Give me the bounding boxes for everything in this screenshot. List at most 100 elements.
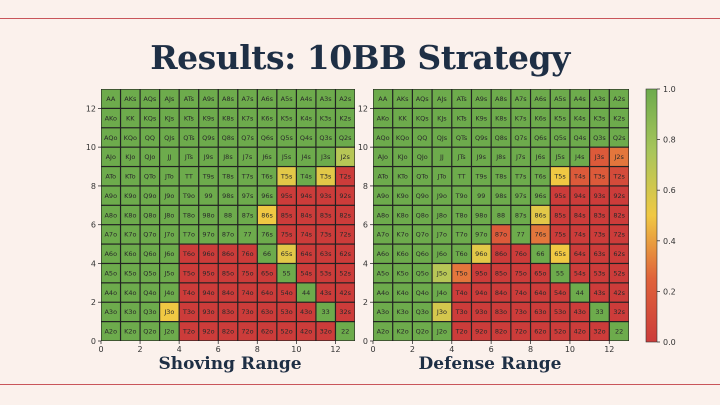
cell-label: KJo	[397, 153, 407, 161]
heatmap-cell	[550, 147, 570, 166]
heatmap-cell	[609, 322, 629, 341]
heatmap-cell	[336, 302, 355, 322]
cell-label: 76o	[241, 250, 253, 258]
heatmap-cell	[179, 225, 199, 244]
heatmap-cell	[199, 283, 218, 302]
heatmap-cell	[238, 147, 257, 166]
heatmap-cell	[432, 264, 452, 283]
cell-label: 42s	[613, 289, 625, 297]
heatmap-cell	[296, 186, 316, 205]
cell-label: Q4o	[143, 289, 156, 297]
cell-label: 64o	[261, 289, 273, 297]
heatmap-cell	[199, 108, 218, 128]
colorbar-tick-label: 0.6	[663, 186, 676, 195]
cell-label: KTs	[457, 114, 468, 122]
heatmap-cell	[373, 302, 393, 322]
cell-label: 99	[204, 192, 212, 200]
cell-label: Q6o	[416, 250, 429, 258]
cell-label: 85o	[495, 269, 507, 277]
cell-label: K5o	[396, 269, 408, 277]
cell-label: KJs	[165, 114, 175, 122]
heatmap-cell	[472, 89, 491, 108]
cell-label: T7o	[182, 231, 195, 239]
heatmap-cell	[412, 167, 432, 186]
cell-label: TT	[184, 173, 193, 181]
heatmap-cell	[452, 108, 471, 128]
x-tick-label: 8	[528, 345, 533, 354]
cell-label: Q6s	[261, 134, 274, 142]
cell-label: Q2o	[416, 328, 429, 336]
cell-label: 82o	[495, 328, 507, 336]
cell-label: 85s	[281, 211, 293, 219]
cell-label: J3o	[436, 308, 447, 316]
cell-label: A8o	[104, 211, 117, 219]
cell-label: 42o	[300, 328, 312, 336]
cell-label: 63o	[261, 308, 273, 316]
cell-label: 85s	[554, 211, 566, 219]
heatmap-cell	[218, 322, 238, 341]
cell-label: 63s	[320, 250, 332, 258]
cell-label: 97s	[515, 192, 527, 200]
heatmap-cell	[373, 205, 393, 225]
heatmap-cell	[511, 205, 530, 225]
cell-label: A8s	[222, 95, 235, 103]
cell-label: JTs	[184, 153, 194, 161]
cell-label: Q6o	[143, 250, 156, 258]
heatmap-cell	[179, 302, 199, 322]
heatmap-cell	[570, 244, 590, 263]
cell-label: 94s	[574, 192, 586, 200]
cell-label: K8s	[222, 114, 234, 122]
heatmap-cell	[316, 89, 335, 108]
cell-label: K7o	[396, 231, 408, 239]
cell-label: AKo	[377, 114, 389, 122]
cell-label: J6s	[261, 153, 272, 161]
cell-label: K5s	[554, 114, 566, 122]
cell-label: 62s	[339, 250, 351, 258]
heatmap-cell	[472, 167, 491, 186]
cell-label: K2s	[613, 114, 625, 122]
cell-label: AJs	[437, 95, 447, 103]
cell-label: A4s	[574, 95, 587, 103]
heatmap-cell	[199, 128, 218, 147]
cell-label: Q5s	[554, 134, 567, 142]
heatmap-cell	[550, 322, 570, 341]
cell-label: 98o	[202, 211, 214, 219]
cell-label: 88	[224, 211, 232, 219]
cell-label: A9o	[104, 192, 117, 200]
heatmap-cell	[452, 128, 471, 147]
cell-label: Q8o	[143, 211, 156, 219]
cell-label: Q8o	[416, 211, 429, 219]
heatmap-cell	[316, 264, 335, 283]
heatmap-cell	[550, 264, 570, 283]
heatmap-cell	[393, 264, 412, 283]
caption-defense-range: Defense Range	[418, 354, 562, 374]
heatmap-cell	[238, 205, 257, 225]
cell-label: T5s	[553, 173, 566, 181]
cell-label: 33	[595, 308, 603, 316]
cell-label: 96s	[261, 192, 273, 200]
heatmap-cell	[179, 244, 199, 263]
cell-label: 63s	[594, 250, 606, 258]
heatmap-cell	[199, 264, 218, 283]
heatmap-cell	[101, 283, 120, 302]
cell-label: 74s	[300, 231, 312, 239]
heatmap-cell	[336, 283, 355, 302]
heatmap-cell	[179, 147, 199, 166]
heatmap-cell	[199, 302, 218, 322]
heatmap-cell	[316, 186, 335, 205]
heatmap-cell	[296, 167, 316, 186]
cell-label: 43o	[300, 308, 312, 316]
heatmap-cell	[179, 167, 199, 186]
heatmap-cell	[336, 244, 355, 263]
cell-label: 85o	[222, 269, 234, 277]
heatmap-cell	[336, 147, 355, 166]
heatmap-cell	[160, 225, 179, 244]
heatmap-cell	[412, 147, 432, 166]
cell-label: 75o	[241, 269, 253, 277]
heatmap-cell	[316, 244, 335, 263]
cell-label: KJo	[125, 153, 135, 161]
heatmap-cell	[531, 264, 550, 283]
y-tick-label: 2	[363, 298, 368, 307]
cell-label: 87s	[515, 211, 527, 219]
heatmap-cell	[218, 89, 238, 108]
